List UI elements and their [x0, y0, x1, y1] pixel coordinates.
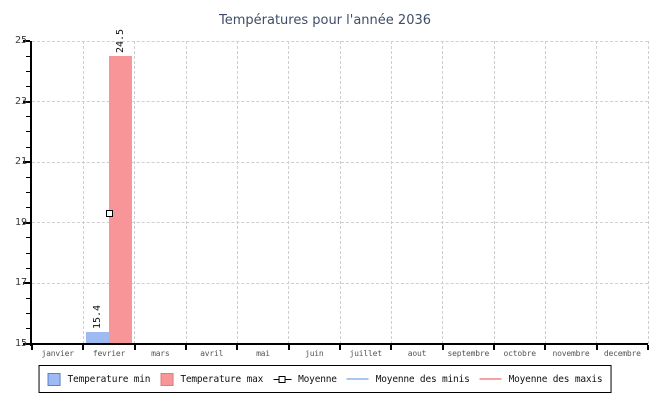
y-axis-minor-tick: [26, 192, 30, 193]
chart-title: Températures pour l'année 2036: [218, 13, 432, 28]
gridline-vertical: [134, 41, 136, 344]
y-axis-minor-tick: [26, 328, 30, 330]
legend: Temperature min Temperature max Moyenne Moy…: [38, 365, 612, 393]
y-axis-minor-tick: [26, 116, 30, 118]
gridline-vertical: [185, 41, 187, 344]
legend-label: Temperature max: [180, 373, 264, 385]
legend-item-moyenne: Moyenne: [273, 374, 337, 385]
legend-label: Temperature min: [67, 373, 151, 385]
y-axis-line: [30, 41, 32, 346]
marker-square: [278, 375, 286, 383]
legend-item-moyenne-des-minis: Moyenne des minis: [346, 373, 470, 385]
gridline-vertical: [390, 41, 392, 344]
y-axis-tick-label: 21: [14, 156, 27, 168]
month-label: juin: [305, 349, 324, 358]
legend-swatch-square: [47, 372, 61, 386]
legend-label: Moyenne: [298, 373, 337, 385]
month-label: aout: [407, 349, 427, 358]
y-axis-minor-tick: [26, 298, 30, 300]
legend-swatch-square: [160, 372, 174, 386]
gridline-vertical: [288, 41, 290, 344]
gridline-vertical: [596, 41, 598, 344]
month-label: decembre: [603, 349, 641, 358]
moyenne-marker: [105, 210, 113, 218]
y-axis-tick-label: 17: [14, 277, 27, 289]
y-axis-minor-tick: [26, 267, 30, 269]
month-label: fevrier: [92, 349, 126, 358]
legend-swatch-line: [346, 378, 369, 380]
legend-swatch-line: [479, 378, 502, 380]
y-axis-minor-tick: [26, 176, 30, 178]
y-axis-tick-label: 25: [14, 35, 27, 46]
legend-label: Moyenne des maxis: [508, 373, 603, 385]
month-label: juillet: [349, 349, 383, 358]
x-axis-tick: [493, 345, 495, 350]
gridline-vertical: [236, 41, 238, 344]
y-axis-minor-tick: [26, 85, 30, 87]
month-label: avril: [200, 349, 224, 358]
x-axis-tick: [236, 345, 239, 350]
x-axis-tick: [185, 345, 187, 350]
y-axis-minor-tick: [26, 70, 30, 72]
y-axis-minor-tick: [26, 207, 30, 209]
month-label: octobre: [503, 349, 537, 358]
y-axis-minor-tick: [26, 313, 30, 315]
bar-temperature-min: [86, 331, 109, 343]
x-axis-tick: [133, 345, 136, 350]
legend-item-temperature-max: Temperature max: [160, 372, 264, 386]
month-label: septembre: [447, 349, 490, 358]
x-axis-line: [30, 343, 648, 345]
y-axis-major-tick: [23, 282, 30, 285]
month-label: mars: [151, 349, 170, 358]
y-axis-minor-tick: [26, 55, 30, 57]
y-axis-tick-label: 19: [14, 216, 27, 228]
y-axis-major-tick: [23, 343, 30, 345]
y-axis-major-tick: [23, 40, 30, 42]
x-axis-tick: [647, 345, 649, 350]
y-axis-minor-tick: [26, 252, 30, 254]
y-axis-major-tick: [23, 161, 30, 164]
bar-temperature-max: [109, 56, 132, 343]
bar-value-text: 15.4: [91, 304, 103, 329]
x-axis-tick: [595, 345, 598, 350]
legend-item-moyenne-des-maxis: Moyenne des maxis: [479, 373, 603, 385]
y-axis-minor-tick: [26, 146, 30, 148]
legend-item-temperature-min: Temperature min: [47, 372, 151, 386]
y-axis-major-tick: [23, 100, 30, 103]
month-label: mai: [256, 349, 270, 358]
x-axis-tick: [544, 345, 547, 350]
y-axis-tick-label: 23: [14, 95, 27, 107]
gridline-vertical: [544, 41, 546, 344]
gridline-vertical: [647, 41, 649, 344]
x-axis-tick: [31, 345, 33, 350]
x-axis-tick: [82, 345, 85, 350]
x-axis-tick: [287, 345, 290, 350]
month-label: janvier: [41, 349, 75, 358]
y-axis-tick-label: 15: [14, 338, 27, 349]
x-axis-tick: [441, 345, 444, 350]
x-axis-tick: [339, 345, 341, 350]
y-axis-minor-tick: [26, 237, 30, 239]
x-axis-tick: [390, 345, 393, 350]
legend-swatch-marker: [273, 375, 292, 383]
bar-value-text: 24.5: [114, 29, 126, 54]
gridline-vertical: [442, 41, 444, 344]
legend-label: Moyenne des minis: [375, 373, 470, 385]
gridline-vertical: [82, 41, 84, 344]
y-axis-major-tick: [23, 221, 30, 224]
y-axis-minor-tick: [26, 131, 30, 133]
month-label: novembre: [552, 349, 590, 358]
gridline-vertical: [339, 41, 341, 344]
gridline-vertical: [493, 41, 495, 344]
